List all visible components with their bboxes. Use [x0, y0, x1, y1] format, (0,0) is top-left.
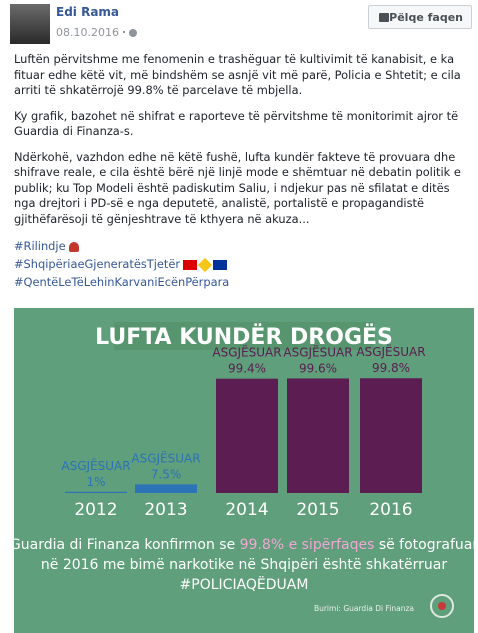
chart-image[interactable]: LUFTA KUNDËR DROGËS 1% ASGJËSUAR 2012 7.5% A…	[14, 308, 474, 633]
source: Burimi: Guardia Di Finanza	[314, 604, 414, 613]
chart-title: LUFTA KUNDËR DROGËS	[95, 324, 393, 350]
value-label: 99.6%	[299, 361, 337, 375]
note-line: #POLICIAQËDUAM	[180, 575, 309, 593]
x-tick-label: 2013	[144, 500, 187, 520]
note-part: Guardia di Finanza konfirmon se	[14, 537, 240, 553]
avatar[interactable]	[10, 4, 50, 44]
bar	[360, 378, 422, 493]
hashtags: #Rilindje #ShqipëriaeGjeneratësTjetër #Q…	[14, 237, 466, 291]
bar-caption: ASGJËSUAR	[356, 344, 425, 359]
x-tick-label: 2014	[225, 500, 268, 520]
hashtag-line: #ShqipëriaeGjeneratësTjetër	[14, 255, 466, 273]
bars: 1% ASGJËSUAR 2012 7.5% ASGJËSUAR 2013 99.4% ASG…	[61, 344, 425, 520]
note-part: së fotografuar	[374, 537, 474, 553]
post-text: Luftën përvitshme me fenomenin e trashëg…	[14, 52, 466, 291]
note-line: në 2016 me bimë narkotike në Shqipëri ës…	[41, 557, 447, 573]
x-tick-label: 2012	[74, 500, 117, 520]
hashtag[interactable]: #QentëLeTëLehinKarvaniEcënPërpara	[14, 275, 230, 289]
note-part: 99.8% e sipërfaqes	[240, 537, 375, 553]
bar-caption: ASGJËSUAR	[283, 344, 352, 359]
note: Guardia di Finanza konfirmon se 99.8% e …	[14, 537, 474, 593]
hashtag-line: #QentëLeTëLehinKarvaniEcënPërpara	[14, 273, 466, 291]
post-date: 08.10.2016	[56, 26, 137, 39]
hashtag-line: #Rilindje	[14, 237, 466, 255]
note-line: Guardia di Finanza konfirmon se 99.8% e …	[14, 537, 474, 553]
value-label: 1%	[86, 475, 105, 489]
bar	[135, 484, 197, 493]
paragraph: Ndërkohë, vazhdon edhe në këtë fushë, lu…	[14, 149, 461, 226]
bar	[65, 491, 127, 493]
bar-caption: ASGJËSUAR	[61, 458, 130, 473]
paragraph: Luftën përvitshme me fenomenin e trashëg…	[14, 52, 461, 97]
note-part: #POLICIAQËDUAM	[180, 575, 309, 593]
bar	[216, 378, 278, 493]
emblem	[430, 594, 454, 618]
date[interactable]: 08.10.2016	[56, 26, 119, 39]
bar-caption: ASGJËSUAR	[212, 345, 281, 360]
bar	[287, 378, 349, 493]
hashtag[interactable]: #ShqipëriaeGjeneratësTjetër	[14, 257, 181, 271]
value-label: 99.8%	[372, 361, 410, 375]
value-label: 99.4%	[228, 362, 266, 376]
title-band	[114, 322, 374, 350]
emblem-center	[438, 602, 446, 610]
bar-caption: ASGJËSUAR	[131, 450, 200, 465]
button-label: Pëlqe faqen	[389, 11, 463, 24]
x-tick-label: 2015	[296, 500, 339, 520]
hashtag[interactable]: #Rilindje	[14, 239, 66, 253]
value-label: 7.5%	[151, 467, 182, 481]
paragraph: Ky grafik, bazohet në shifrat e raportev…	[14, 108, 459, 139]
note-part: në 2016 me bimë narkotike në Shqipëri ës…	[41, 557, 447, 573]
x-tick-label: 2016	[369, 500, 412, 520]
like-page-button[interactable]: Pëlqe faqen	[368, 5, 472, 29]
author[interactable]: Edi Rama	[56, 5, 120, 19]
